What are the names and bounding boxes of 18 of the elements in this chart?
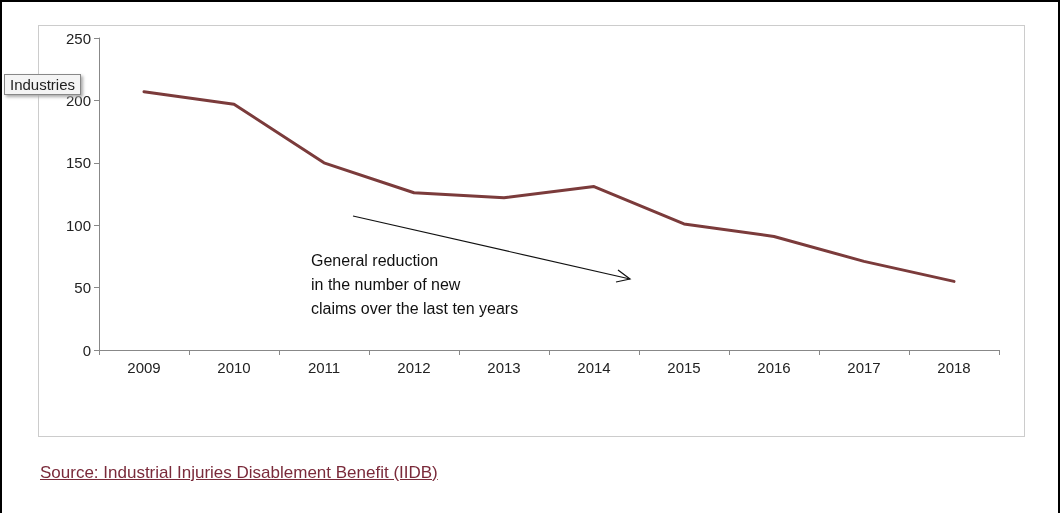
y-tick-label: 50 <box>74 279 91 297</box>
y-tick-label: 150 <box>65 154 91 172</box>
text: Industries <box>4 74 82 95</box>
x-tick-label: 2009 <box>127 359 161 376</box>
x-tick-label: 2010 <box>217 359 251 376</box>
annotation: General reduction in the number of new claims over the last ten years <box>311 251 519 317</box>
x-tick-label: 2011 <box>307 359 341 376</box>
x-tick-label: 2012 <box>397 359 431 376</box>
x-tick-label: 2013 <box>487 359 521 376</box>
x-tick-label: 2015 <box>667 359 701 376</box>
y-tick-label: 250 <box>65 29 91 47</box>
y-tick-label: 100 <box>65 216 91 234</box>
source-note: Source: Industrial Injuries Disablement Benefit (IIDB) <box>40 463 438 483</box>
x-tick-label: 2018 <box>937 359 971 376</box>
y-tick-label: 0 <box>82 341 91 359</box>
x-tick-label: 2016 <box>757 359 791 376</box>
x-tick-label: 2017 <box>847 359 881 376</box>
x-tick-label: 2014 <box>577 359 611 376</box>
